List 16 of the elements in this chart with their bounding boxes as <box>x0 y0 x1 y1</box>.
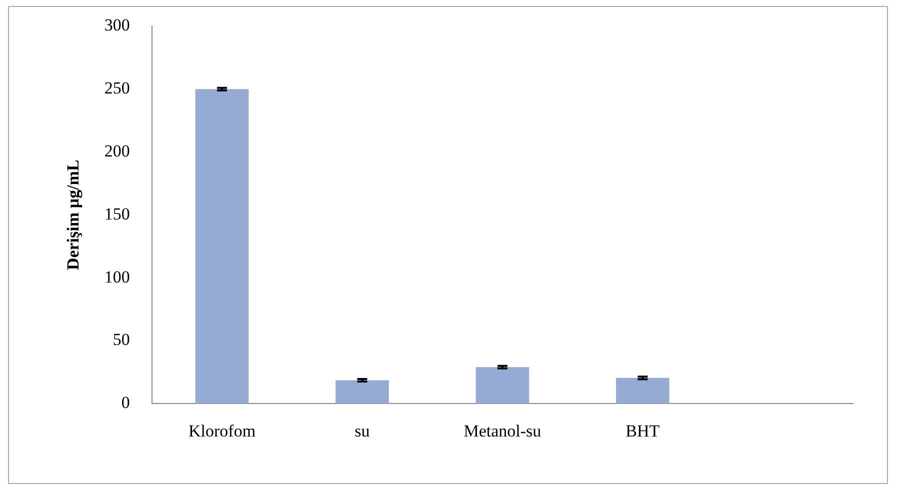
bar <box>195 89 249 404</box>
x-tick-label: Metanol-su <box>464 421 542 440</box>
y-tick-label: 250 <box>104 78 130 98</box>
bar <box>616 378 670 404</box>
y-tick-label: 100 <box>104 267 130 286</box>
x-tick-label: Klorofom <box>188 421 256 440</box>
y-tick-label: 0 <box>121 393 130 412</box>
y-tick-label: 150 <box>104 204 130 224</box>
y-axis-title: Derişim µg/mL <box>64 160 83 270</box>
y-tick-label: 50 <box>112 330 130 350</box>
y-tick-label: 300 <box>104 16 130 35</box>
bar <box>336 380 389 404</box>
x-tick-label: BHT <box>626 421 660 440</box>
bar <box>476 367 530 404</box>
x-tick-label: su <box>354 421 370 440</box>
y-tick-label: 200 <box>104 141 130 160</box>
